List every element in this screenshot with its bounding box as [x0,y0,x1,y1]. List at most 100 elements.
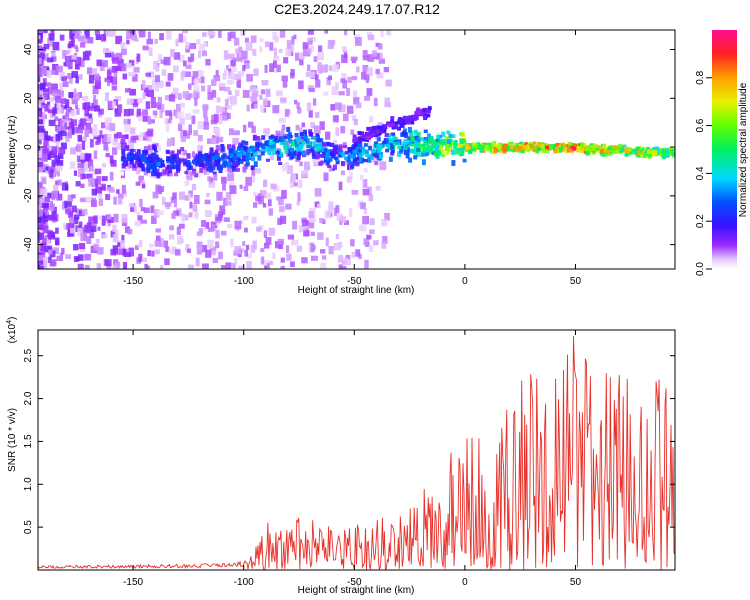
heatmap-cell [344,156,349,161]
heatmap-cell [428,136,433,142]
heatmap-cell [221,112,229,121]
heatmap-cell [90,68,98,74]
heatmap-cell [121,162,126,169]
heatmap-cell [343,50,348,59]
heatmap-cell [84,264,90,269]
heatmap-cell [364,95,371,101]
heatmap-cell [357,131,362,136]
heatmap-cell [150,96,156,103]
heatmap-cell [40,188,48,197]
heatmap-cell [234,246,242,254]
heatmap-cell [437,151,442,156]
heatmap-cell [353,97,360,105]
heatmap-cell [196,144,201,151]
heatmap-cell [55,134,61,142]
heatmap-cell [62,223,69,230]
heatmap-cell [168,249,173,254]
heatmap-cell [362,137,367,142]
heatmap-cell [267,149,272,155]
heatmap-cell [75,30,81,38]
heatmap-cell [113,133,118,142]
heatmap-cell [136,134,142,142]
heatmap-cell [306,149,311,155]
heatmap-cell [128,247,135,257]
heatmap-cell [109,155,114,164]
heatmap-cell [450,149,455,156]
heatmap-cell [426,148,431,155]
heatmap-cell [166,30,172,40]
heatmap-cell [154,75,161,83]
heatmap-cell [121,234,125,244]
y-tick-label: -20 [23,188,34,203]
heatmap-cell [246,73,253,82]
heatmap-cell [60,130,67,136]
heatmap-cell [323,172,329,182]
heatmap-cell [68,76,73,84]
heatmap-cell [459,138,464,145]
heatmap-cell [397,145,402,150]
heatmap-cell [306,48,312,55]
heatmap-cell [78,210,85,217]
heatmap-cell [333,242,341,251]
heatmap-cell [236,53,243,62]
heatmap-cell [308,132,313,137]
heatmap-cell [228,152,233,157]
heatmap-cell [362,134,367,139]
heatmap-cell [624,150,629,157]
heatmap-cell [158,186,165,192]
heatmap-cell [322,255,327,260]
heatmap-cell [38,125,45,134]
heatmap-cell [38,209,43,218]
heatmap-cell [664,149,669,154]
heatmap-cell [98,193,103,198]
heatmap-cell [99,62,105,72]
heatmap-cell [126,30,131,40]
heatmap-cell [245,62,250,69]
heatmap-cell [261,143,266,149]
heatmap-cell [79,58,85,68]
heatmap-cell [247,148,252,153]
heatmap-cell [471,147,476,152]
heatmap-cell [182,214,189,221]
heatmap-cell [93,105,100,112]
heatmap-cell [54,155,61,164]
heatmap-cell [308,87,315,93]
heatmap-cell [253,202,258,208]
heatmap-cell [245,176,252,186]
heatmap-cell [193,130,199,136]
heatmap-cell [343,220,350,226]
heatmap-cell [149,172,154,178]
heatmap-cell [240,56,245,63]
heatmap-cell [220,146,225,152]
heatmap-cell [38,260,44,266]
heatmap-cell [239,159,244,165]
heatmap-cell [310,71,316,78]
heatmap-cell [121,148,126,154]
heatmap-cell [586,145,591,152]
heatmap-cell [69,217,75,224]
heatmap-cell [358,137,363,142]
heatmap-cell [217,136,224,143]
heatmap-cell [432,144,437,148]
heatmap-cell [320,262,327,269]
heatmap-cell [87,105,94,111]
heatmap-cell [243,146,248,150]
heatmap-cell [51,56,57,62]
heatmap-cell [215,105,221,114]
heatmap-cell [264,41,270,48]
heatmap-cell [193,85,200,94]
heatmap-cell [274,135,279,141]
heatmap-cell [215,115,223,125]
heatmap-cell [355,249,361,257]
heatmap-cell [377,122,384,127]
heatmap-cell [530,144,535,151]
heatmap-cell [161,69,167,76]
heatmap-cell [178,191,185,200]
heatmap-cell [112,233,119,243]
heatmap-cell [210,119,217,125]
heatmap-cell [191,115,196,125]
heatmap-cell [157,96,162,105]
heatmap-cell [607,146,612,150]
heatmap-cell [38,139,42,145]
heatmap-cell [213,74,221,82]
